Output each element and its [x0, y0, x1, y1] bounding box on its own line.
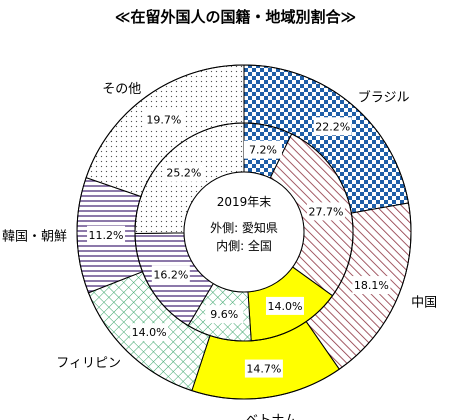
svg-text:7.2%: 7.2% [249, 144, 277, 157]
category-label-philippines: フィリピン [56, 356, 121, 371]
category-label-china: 中国 [411, 296, 437, 311]
outer-value-label-korea: 11.2% [87, 225, 126, 244]
inner-value-label-vietnam: 14.0% [265, 296, 304, 315]
svg-text:22.2%: 22.2% [315, 120, 350, 133]
svg-text:25.2%: 25.2% [166, 167, 201, 180]
svg-text:14.0%: 14.0% [268, 300, 303, 313]
outer-value-label-other: 19.7% [144, 110, 183, 129]
category-label-vietnam: ベトナム [245, 413, 297, 420]
center-circle [183, 171, 305, 293]
inner-value-label-korea: 16.2% [151, 265, 190, 284]
center-text-3: 内側: 全国 [216, 238, 272, 253]
inner-value-label-philippines: 9.6% [205, 305, 244, 324]
inner-value-label-china: 27.7% [306, 202, 345, 221]
svg-text:19.7%: 19.7% [146, 114, 181, 127]
svg-text:14.0%: 14.0% [132, 326, 167, 339]
inner-value-label-brazil: 7.2% [243, 140, 282, 159]
category-label-korea: 韓国・朝鮮 [2, 230, 67, 245]
inner-value-label-other: 25.2% [164, 163, 203, 182]
category-labels: ブラジル中国ベトナム フィリピン 韓国・朝鮮 その他 [2, 82, 437, 420]
svg-text:27.7%: 27.7% [308, 205, 343, 218]
center-text-2: 外側: 愛知県 [210, 221, 278, 235]
center-text-1: 2019年末 [217, 195, 272, 209]
svg-text:11.2%: 11.2% [89, 229, 124, 242]
svg-text:16.2%: 16.2% [153, 268, 188, 281]
category-label-other: その他 [102, 82, 141, 97]
category-label-brazil: ブラジル [358, 89, 410, 105]
value-labels: 22.2% 18.1% 14.7% 14.0% 11.2% 19.7% 7.2% 27.7% 1… [87, 110, 391, 378]
outer-value-label-vietnam: 14.7% [244, 359, 283, 378]
svg-text:18.1%: 18.1% [354, 279, 389, 292]
outer-value-label-china: 18.1% [352, 276, 391, 295]
svg-text:9.6%: 9.6% [210, 308, 238, 321]
outer-value-label-brazil: 22.2% [313, 117, 352, 136]
svg-text:14.7%: 14.7% [246, 363, 281, 376]
outer-value-label-philippines: 14.0% [130, 323, 169, 342]
chart-title: ≪在留外国人の国籍・地域別割合≫ [114, 8, 357, 26]
